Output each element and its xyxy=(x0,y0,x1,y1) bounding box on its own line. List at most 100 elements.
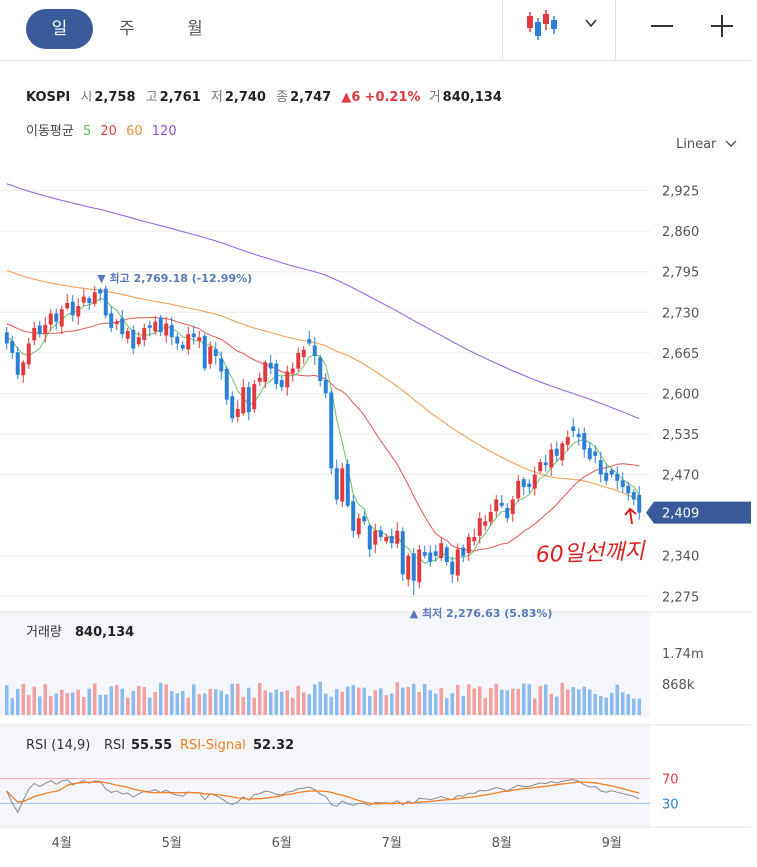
handwritten-annotation: 60일선깨지 xyxy=(535,539,647,568)
volume-bar xyxy=(620,692,625,715)
candle-body xyxy=(296,352,301,369)
volume-bar xyxy=(323,693,328,715)
volume-bar xyxy=(197,694,202,715)
ma-5: 5 xyxy=(82,124,92,139)
volume-bar xyxy=(340,691,345,715)
candle-body xyxy=(587,448,592,459)
candle-body xyxy=(406,555,411,580)
volume-bar xyxy=(285,690,290,715)
candle-body xyxy=(395,530,400,544)
volume-bar xyxy=(81,697,86,715)
candle-body xyxy=(48,313,53,325)
candle-body xyxy=(81,296,86,303)
volume-bar xyxy=(384,695,389,715)
candle-body xyxy=(224,368,229,400)
candle-body xyxy=(125,331,130,339)
candle-body xyxy=(136,337,141,345)
month-tick-label: 5월 xyxy=(162,836,182,851)
volume-bar xyxy=(76,689,81,715)
minus-icon[interactable] xyxy=(645,0,679,60)
candle-body xyxy=(109,313,114,328)
volume-bar xyxy=(505,690,510,715)
volume-bar xyxy=(406,686,411,715)
candle-body xyxy=(54,313,59,322)
candle-body xyxy=(120,318,125,335)
tab-monthly[interactable]: 월 xyxy=(187,19,203,39)
candle-body xyxy=(637,494,642,513)
volume-bar xyxy=(483,697,488,715)
plus-icon[interactable] xyxy=(705,0,739,60)
volume-bar xyxy=(609,692,614,715)
candlestick-icon[interactable] xyxy=(520,0,560,60)
chevron-down-icon[interactable] xyxy=(578,0,604,60)
month-tick-label: 8월 xyxy=(492,836,512,851)
candle-body xyxy=(609,470,614,475)
month-tick-label: 4월 xyxy=(52,836,72,851)
candle-body xyxy=(461,547,466,556)
candle-body xyxy=(15,352,20,375)
volume-bar xyxy=(587,689,592,715)
volume-bar xyxy=(175,693,180,715)
quote-bar: KOSPI 시 2,758 고 2,761 저 2,740 종 2,747 ▲6 +0.… xyxy=(26,86,508,105)
candle-body xyxy=(444,547,449,562)
volume-label: 거 xyxy=(428,90,441,105)
candle-body xyxy=(246,387,251,413)
volume-current-value: 840,134 xyxy=(75,625,134,640)
candle-body xyxy=(505,508,510,519)
volume-bar xyxy=(351,685,356,715)
candle-body xyxy=(450,561,455,575)
candle-body xyxy=(202,335,207,369)
volume-bar xyxy=(433,693,438,715)
volume-bar xyxy=(439,688,444,715)
price-tick-label: 2,600 xyxy=(662,387,699,402)
candle-body xyxy=(4,332,9,344)
volume-bar xyxy=(219,690,224,715)
volume-bar xyxy=(626,694,631,715)
candle-body xyxy=(351,501,356,531)
rsi-tick-label: 70 xyxy=(662,773,679,788)
volume-bar xyxy=(538,685,543,715)
candle-body xyxy=(626,485,631,494)
volume-bar xyxy=(615,684,620,715)
volume-bar xyxy=(549,693,554,715)
candle-body xyxy=(76,306,81,317)
price-tick-label: 2,665 xyxy=(662,347,699,362)
volume-bar xyxy=(186,697,191,715)
candle-body xyxy=(615,473,620,481)
volume-bar xyxy=(26,695,31,715)
candle-body xyxy=(483,521,488,526)
candle-body xyxy=(543,462,548,466)
tab-weekly[interactable]: 주 xyxy=(119,19,135,39)
volume-bar xyxy=(598,695,603,715)
candle-body xyxy=(169,325,174,338)
volume-bar xyxy=(246,687,251,715)
candle-body xyxy=(604,472,609,481)
volume-bar xyxy=(389,693,394,715)
volume-bar xyxy=(125,697,130,715)
candle-body xyxy=(26,343,31,365)
candle-body xyxy=(191,333,196,338)
moving-average-legend[interactable]: 이동평균 5 20 60 120 xyxy=(26,120,182,139)
close-value: 2,747 xyxy=(290,90,332,105)
candle-body xyxy=(521,479,526,488)
candle-body xyxy=(598,460,603,475)
candle-body xyxy=(488,512,493,522)
candle-body xyxy=(439,543,444,559)
price-tick-label: 2,860 xyxy=(662,225,699,240)
ma60-line xyxy=(6,269,640,501)
scale-mode-dropdown[interactable]: Linear xyxy=(676,137,737,152)
open-label: 시 xyxy=(80,90,93,105)
candle-body xyxy=(301,349,306,358)
candle-body xyxy=(631,492,636,500)
volume-bar xyxy=(494,683,499,715)
candle-body xyxy=(147,325,152,328)
ma5-line xyxy=(6,297,640,564)
candle-body xyxy=(21,362,26,376)
volume-bar xyxy=(191,684,196,715)
high-label: 고 xyxy=(145,90,158,105)
volume-bar xyxy=(70,692,75,715)
tab-daily[interactable]: 일 xyxy=(26,9,93,49)
candle-body xyxy=(285,371,290,388)
volume-tick-label: 868k xyxy=(662,678,695,693)
